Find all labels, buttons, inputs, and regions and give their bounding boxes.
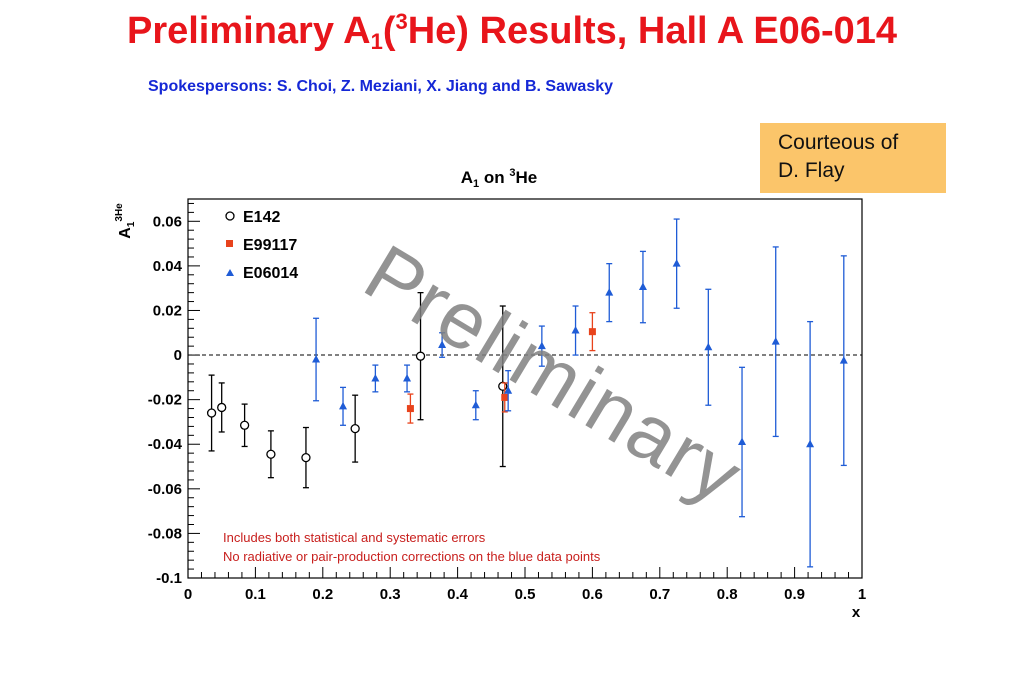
credit-box: Courteous of D. Flay xyxy=(760,123,946,193)
marker-open-circle xyxy=(217,402,227,413)
marker-filled-square xyxy=(406,405,414,413)
data-point-e142 xyxy=(206,374,217,452)
marker-filled-triangle xyxy=(537,341,546,350)
marker-open-circle xyxy=(239,420,250,430)
preliminary-watermark: Preliminary xyxy=(350,228,758,522)
data-point-e06014 xyxy=(339,386,348,426)
annotation-corrections: No radiative or pair-production correcti… xyxy=(223,549,601,564)
slide-title: Preliminary A1(3He) Results, Hall A E06-… xyxy=(126,9,898,54)
y-tick-label: 0.02 xyxy=(153,302,182,319)
x-tick-label: 0.9 xyxy=(784,586,805,603)
marker-filled-triangle xyxy=(738,437,747,446)
x-tick-label: 0.1 xyxy=(245,586,266,603)
data-point-e99117 xyxy=(588,312,596,352)
spokespersons-subtitle: Spokespersons: S. Choi, Z. Meziani, X. J… xyxy=(148,78,614,95)
legend-marker-e06014 xyxy=(226,269,234,276)
legend-label-e142: E142 xyxy=(243,209,280,226)
y-tick-label: 0.04 xyxy=(153,258,183,275)
x-tick-label: 0.4 xyxy=(447,586,469,603)
marker-filled-triangle xyxy=(438,340,447,349)
marker-filled-triangle xyxy=(504,386,513,394)
marker-filled-triangle xyxy=(605,288,614,296)
y-tick-label: 0.06 xyxy=(153,213,182,230)
marker-open-circle xyxy=(301,452,311,463)
x-axis-label: x xyxy=(852,604,861,621)
x-tick-labels: 0 0.1 0.2 0.3 0.4 0.5 0.6 0.7 0.8 0.9 1 xyxy=(184,586,866,603)
data-point-e06014 xyxy=(471,390,480,421)
marker-open-circle xyxy=(415,351,426,361)
x-tick-label: 0.6 xyxy=(582,586,603,603)
legend-marker-e99117 xyxy=(226,240,233,247)
data-point-e06014 xyxy=(771,246,780,438)
data-point-e142 xyxy=(415,291,426,421)
data-point-e06014 xyxy=(806,320,815,568)
marker-filled-triangle xyxy=(471,400,480,409)
marker-filled-triangle xyxy=(672,259,681,267)
marker-open-circle xyxy=(350,423,360,434)
credit-line-2: D. Flay xyxy=(778,159,845,182)
y-tick-label: -0.02 xyxy=(148,392,182,409)
marker-filled-triangle xyxy=(312,355,321,363)
x-tick-label: 0.2 xyxy=(312,586,333,603)
data-point-e06014 xyxy=(672,218,681,309)
x-tick-label: 0.8 xyxy=(717,586,738,603)
marker-filled-triangle xyxy=(339,401,348,410)
y-tick-labels: -0.1 -0.08 -0.06 -0.04 -0.02 0 0.02 0.04 0.06 xyxy=(148,213,183,587)
data-point-e06014 xyxy=(504,370,513,412)
y-tick-label: -0.06 xyxy=(148,481,182,498)
marker-open-circle xyxy=(266,449,276,459)
axis-ticks xyxy=(187,202,863,579)
x-tick-label: 1 xyxy=(858,586,866,603)
x-tick-label: 0.5 xyxy=(515,586,536,603)
marker-filled-triangle xyxy=(839,356,848,364)
data-point-e142 xyxy=(301,426,311,489)
data-point-e06014 xyxy=(537,325,546,367)
y-tick-label: -0.08 xyxy=(148,525,182,542)
y-tick-label: -0.1 xyxy=(156,570,182,587)
data-point-e06014 xyxy=(605,263,614,323)
x-tick-label: 0 xyxy=(184,586,192,603)
marker-filled-square xyxy=(588,328,596,336)
marker-filled-triangle xyxy=(571,326,580,334)
y-tick-label: -0.04 xyxy=(148,436,183,453)
legend-marker-e142 xyxy=(225,211,235,221)
marker-filled-triangle xyxy=(371,373,380,382)
marker-filled-square xyxy=(501,393,509,401)
data-point-e142 xyxy=(266,430,276,479)
data-point-e99117 xyxy=(406,393,414,424)
data-point-e06014 xyxy=(704,288,713,406)
y-tick-label: 0 xyxy=(174,347,182,364)
legend: E142 E99117 E06014 xyxy=(225,209,298,282)
data-point-e06014 xyxy=(571,305,580,356)
data-point-e06014 xyxy=(438,332,447,358)
data-point-e06014 xyxy=(371,364,380,393)
legend-label-e99117: E99117 xyxy=(243,237,297,254)
legend-label-e06014: E06014 xyxy=(243,265,298,282)
marker-filled-triangle xyxy=(638,282,647,291)
data-point-e99117 xyxy=(501,382,509,413)
marker-filled-triangle xyxy=(403,373,412,382)
data-point-e142 xyxy=(350,394,360,463)
credit-line-1: Courteous of xyxy=(778,131,899,154)
x-tick-label: 0.7 xyxy=(649,586,670,603)
marker-filled-triangle xyxy=(704,342,713,351)
annotation-errors: Includes both statistical and systematic… xyxy=(223,530,486,545)
data-points xyxy=(206,218,848,568)
data-point-e06014 xyxy=(839,255,848,467)
marker-filled-triangle xyxy=(806,439,815,448)
data-point-e142 xyxy=(239,403,250,448)
data-point-e06014 xyxy=(738,366,747,518)
data-point-e06014 xyxy=(403,364,412,393)
marker-open-circle xyxy=(206,408,217,418)
chart-title: A1 on 3He xyxy=(461,167,537,190)
marker-filled-triangle xyxy=(771,337,780,345)
y-axis-label: A13He xyxy=(114,203,137,239)
data-point-e06014 xyxy=(638,250,647,324)
data-point-e142 xyxy=(217,382,227,433)
data-point-e06014 xyxy=(312,317,321,402)
x-tick-label: 0.3 xyxy=(380,586,401,603)
